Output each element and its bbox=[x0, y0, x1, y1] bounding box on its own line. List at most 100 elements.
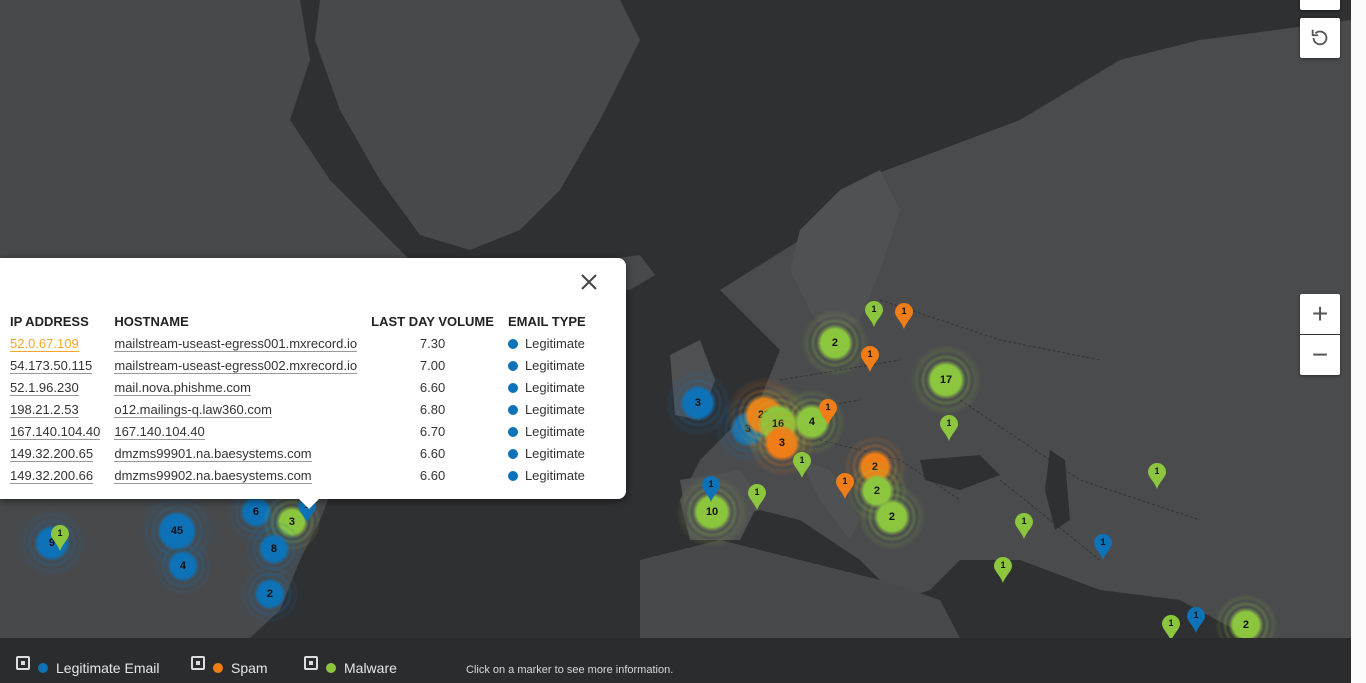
cluster-count: 2 bbox=[831, 336, 839, 349]
cluster-count: 3 bbox=[288, 515, 296, 528]
pin-marker[interactable]: 1 bbox=[819, 399, 837, 425]
map-pin-icon bbox=[1162, 615, 1180, 638]
cluster-marker[interactable]: 2 bbox=[858, 483, 926, 551]
pin-marker[interactable]: 1 bbox=[793, 452, 811, 478]
zoom-in-button[interactable]: + bbox=[1300, 294, 1340, 334]
pin-count: 1 bbox=[1021, 516, 1027, 526]
pin-marker[interactable]: 1 bbox=[940, 415, 958, 441]
pin-marker[interactable]: 1 bbox=[994, 557, 1012, 583]
pin-marker[interactable]: 1 bbox=[1187, 607, 1205, 633]
cluster-marker[interactable]: 4 bbox=[154, 537, 212, 595]
table-row: 149.32.200.65 dmzms99901.na.baesystems.co… bbox=[10, 442, 600, 464]
pin-marker[interactable]: 1 bbox=[1148, 463, 1166, 489]
map-pin-icon bbox=[793, 452, 811, 478]
email-type-cell: Legitimate bbox=[507, 376, 600, 398]
pin-count: 1 bbox=[1154, 466, 1160, 476]
pin-count: 1 bbox=[1168, 618, 1174, 628]
header-ip-address: IP ADDRESS bbox=[10, 313, 89, 329]
spam-checkbox[interactable] bbox=[191, 656, 205, 670]
pin-marker[interactable]: 1 bbox=[702, 476, 720, 502]
malware-checkbox[interactable] bbox=[304, 656, 318, 670]
marker-popup: IP ADDRESS HOSTNAME LAST DAY VOLUME EMAI… bbox=[0, 258, 626, 509]
ip-address-cell[interactable]: 54.173.50.115 bbox=[10, 357, 93, 374]
pin-marker[interactable]: 1 bbox=[865, 301, 883, 327]
pin-count: 1 bbox=[754, 487, 760, 497]
legitimate-dot-icon bbox=[507, 360, 518, 371]
cluster-marker[interactable]: 2 bbox=[1214, 593, 1278, 638]
map-pin-icon bbox=[748, 484, 766, 510]
ip-address-cell[interactable]: 167.140.104.40 bbox=[10, 423, 101, 440]
ip-address-cell[interactable]: 149.32.200.66 bbox=[10, 467, 94, 484]
header-email-type: EMAIL TYPE bbox=[507, 313, 586, 329]
cluster-count: 3 bbox=[694, 396, 702, 409]
email-type-cell: Legitimate bbox=[507, 442, 600, 464]
pin-marker[interactable]: 1 bbox=[861, 346, 879, 372]
ip-address-cell[interactable]: 149.32.200.65 bbox=[10, 445, 94, 462]
pin-count: 1 bbox=[842, 476, 848, 486]
pin-marker[interactable]: 1 bbox=[836, 473, 854, 499]
pin-marker[interactable]: 1 bbox=[748, 484, 766, 510]
hostname-cell[interactable]: mailstream-useast-egress002.mxrecord.io bbox=[114, 357, 358, 374]
reset-view-button[interactable] bbox=[1300, 18, 1340, 58]
pin-marker[interactable]: 1 bbox=[1094, 534, 1112, 560]
legend-legitimate[interactable]: Legitimate Email bbox=[16, 656, 160, 676]
hostname-cell[interactable]: mailstream-useast-egress001.mxrecord.io bbox=[114, 335, 358, 352]
pin-marker[interactable]: 1 bbox=[895, 303, 913, 329]
cluster-marker[interactable]: 17 bbox=[910, 344, 982, 416]
cluster-marker[interactable]: 9 bbox=[18, 509, 86, 577]
volume-cell: 6.60 bbox=[419, 445, 446, 461]
table-row: 52.0.67.109 mailstream-useast-egress001.m… bbox=[10, 332, 600, 354]
pin-count: 1 bbox=[1193, 610, 1199, 620]
cluster-count: 17 bbox=[939, 374, 953, 386]
cluster-count: 4 bbox=[179, 559, 187, 572]
pin-marker[interactable]: 1 bbox=[51, 525, 69, 551]
cluster-marker[interactable]: 2 bbox=[801, 309, 869, 377]
hostname-cell[interactable]: o12.mailings-q.law360.com bbox=[114, 401, 272, 418]
legitimate-dot-icon bbox=[507, 470, 518, 481]
ip-address-cell[interactable]: 198.21.2.53 bbox=[10, 401, 79, 418]
spam-dot-icon bbox=[213, 663, 223, 673]
cluster-marker[interactable]: 4 bbox=[778, 388, 846, 456]
cluster-marker[interactable]: 2 bbox=[241, 565, 299, 623]
legend-spam[interactable]: Spam bbox=[191, 656, 268, 676]
cluster-count: 6 bbox=[252, 505, 260, 518]
scrollbar[interactable] bbox=[1351, 0, 1366, 683]
map-pin-icon bbox=[1094, 534, 1112, 560]
table-row: 167.140.104.40 167.140.104.40 6.70 Legitima… bbox=[10, 420, 600, 442]
cluster-count: 10 bbox=[705, 506, 719, 518]
close-icon[interactable] bbox=[579, 272, 599, 292]
pin-marker[interactable]: 1 bbox=[1162, 615, 1180, 638]
pin-count: 1 bbox=[708, 479, 714, 489]
map-pin-icon bbox=[940, 415, 958, 441]
zoom-out-button[interactable]: − bbox=[1300, 335, 1340, 375]
legitimate-checkbox[interactable] bbox=[16, 656, 30, 670]
map-pin-icon bbox=[702, 476, 720, 502]
popup-pointer bbox=[298, 498, 320, 509]
pin-count: 1 bbox=[867, 349, 873, 359]
top-control-button[interactable] bbox=[1300, 0, 1340, 10]
header-last-day-volume: LAST DAY VOLUME bbox=[371, 313, 494, 329]
hostname-cell[interactable]: dmzms99902.na.baesystems.com bbox=[114, 467, 312, 484]
map-pin-icon bbox=[1187, 607, 1205, 633]
legend-bar: Legitimate Email Spam Malware Click on a… bbox=[0, 638, 1351, 683]
volume-cell: 6.80 bbox=[419, 401, 446, 417]
legitimate-dot-icon bbox=[507, 448, 518, 459]
legend-label: Legitimate Email bbox=[56, 660, 160, 676]
hostname-cell[interactable]: mail.nova.phishme.com bbox=[114, 379, 251, 396]
ip-address-cell[interactable]: 52.1.96.230 bbox=[10, 379, 79, 396]
hostname-cell[interactable]: dmzms99901.na.baesystems.com bbox=[114, 445, 312, 462]
pin-marker[interactable]: 1 bbox=[1015, 513, 1033, 539]
volume-cell: 6.60 bbox=[419, 379, 446, 395]
volume-cell: 7.30 bbox=[419, 335, 446, 351]
cluster-count: 45 bbox=[170, 524, 184, 537]
table-row: 198.21.2.53 o12.mailings-q.law360.com 6.80… bbox=[10, 398, 600, 420]
email-type-cell: Legitimate bbox=[507, 332, 600, 354]
ip-address-cell[interactable]: 52.0.67.109 bbox=[10, 335, 79, 352]
legend-label: Spam bbox=[231, 660, 268, 676]
email-type-cell: Legitimate bbox=[507, 354, 600, 376]
map-pin-icon bbox=[836, 473, 854, 499]
legitimate-dot-icon bbox=[507, 404, 518, 415]
hostname-cell[interactable]: 167.140.104.40 bbox=[114, 423, 205, 440]
legend-label: Malware bbox=[344, 660, 397, 676]
legend-malware[interactable]: Malware bbox=[304, 656, 397, 676]
